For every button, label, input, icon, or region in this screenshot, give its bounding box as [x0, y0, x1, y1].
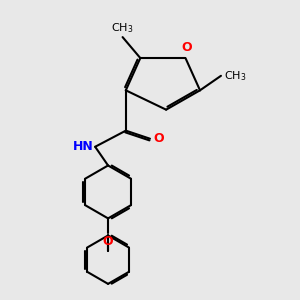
Text: O: O — [182, 41, 192, 54]
Text: HN: HN — [73, 140, 94, 153]
Text: CH$_3$: CH$_3$ — [111, 22, 134, 35]
Text: O: O — [103, 236, 113, 248]
Text: CH$_3$: CH$_3$ — [224, 69, 247, 83]
Text: O: O — [154, 132, 164, 145]
